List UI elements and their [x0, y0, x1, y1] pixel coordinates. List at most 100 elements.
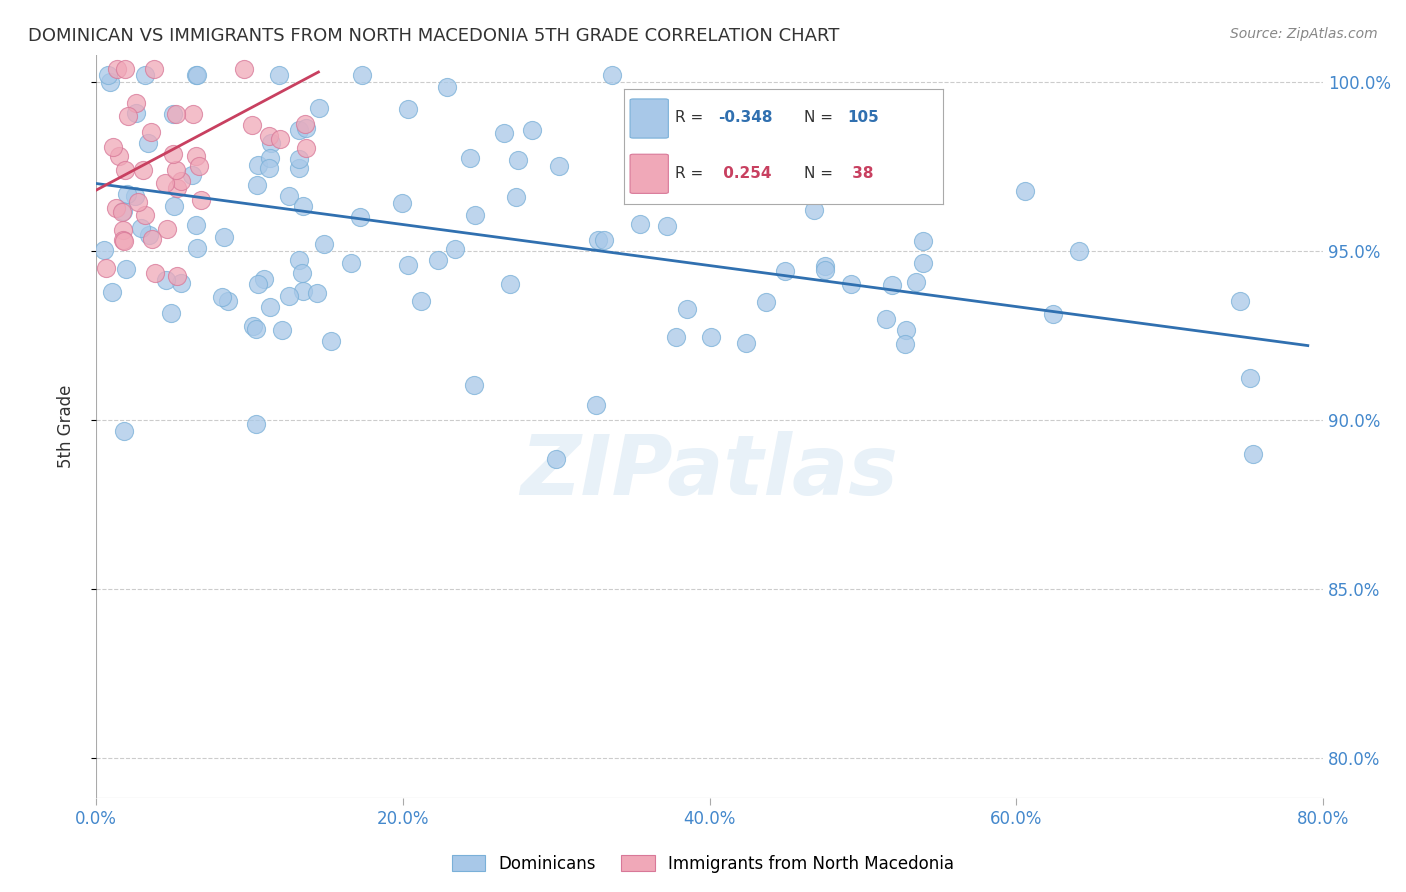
Point [350, 69, 373, 83]
Point [259, 300, 281, 314]
Point [156, 222, 179, 236]
Point [153, 177, 176, 191]
Point [278, 189, 301, 203]
Point [111, 204, 134, 219]
Point [259, 129, 281, 144]
Point [912, 235, 935, 249]
Point [160, 306, 183, 320]
Point [138, 227, 160, 242]
Point [755, 294, 778, 309]
Point [894, 337, 917, 351]
Point [127, 195, 149, 210]
Point [464, 208, 486, 222]
Point [1067, 244, 1090, 258]
Point [242, 118, 264, 132]
Point [98, 75, 121, 89]
Y-axis label: 5th Grade: 5th Grade [58, 385, 75, 468]
Point [544, 451, 567, 466]
Point [675, 301, 697, 316]
Point [166, 268, 188, 283]
Point [114, 261, 136, 276]
Point [1229, 294, 1251, 309]
Point [96, 260, 118, 275]
Text: Source: ZipAtlas.com: Source: ZipAtlas.com [1230, 27, 1378, 41]
Point [880, 278, 903, 293]
Point [112, 425, 135, 439]
Point [104, 201, 127, 215]
Point [665, 330, 688, 344]
Point [463, 377, 485, 392]
Point [277, 289, 299, 303]
Point [117, 109, 139, 123]
Point [294, 141, 316, 155]
Point [211, 290, 233, 304]
Point [245, 417, 267, 431]
Point [181, 168, 204, 182]
Point [186, 219, 208, 233]
Point [270, 323, 292, 337]
Point [139, 125, 162, 139]
Point [600, 69, 623, 83]
Point [734, 336, 756, 351]
Point [162, 147, 184, 161]
Point [841, 277, 863, 292]
Point [291, 266, 314, 280]
Point [294, 121, 316, 136]
Point [308, 101, 330, 115]
Point [288, 161, 311, 175]
Point [155, 273, 177, 287]
Point [170, 174, 193, 188]
Point [700, 330, 723, 344]
Point [187, 159, 209, 173]
Point [411, 294, 433, 309]
Point [803, 203, 825, 218]
Point [349, 210, 371, 224]
Point [396, 259, 419, 273]
Point [165, 106, 187, 120]
Point [444, 242, 467, 256]
Point [269, 69, 291, 83]
Point [186, 241, 208, 255]
Point [340, 256, 363, 270]
Text: DOMINICAN VS IMMIGRANTS FROM NORTH MACEDONIA 5TH GRADE CORRELATION CHART: DOMINICAN VS IMMIGRANTS FROM NORTH MACED… [28, 27, 839, 45]
Point [391, 195, 413, 210]
Point [142, 62, 165, 76]
Point [259, 136, 281, 150]
Point [288, 253, 311, 268]
Point [246, 158, 269, 172]
Point [492, 126, 515, 140]
Point [108, 148, 131, 162]
Point [814, 263, 837, 277]
Point [162, 107, 184, 121]
Point [97, 69, 120, 83]
Point [181, 106, 204, 120]
Point [287, 123, 309, 137]
Point [246, 277, 269, 291]
Point [112, 234, 135, 248]
Point [114, 62, 136, 76]
Point [111, 233, 134, 247]
Point [165, 162, 187, 177]
Point [657, 219, 679, 233]
Point [125, 106, 148, 120]
Point [426, 253, 449, 268]
Point [184, 149, 207, 163]
Point [305, 285, 328, 300]
Point [114, 163, 136, 178]
Point [505, 190, 527, 204]
Point [246, 178, 269, 193]
Point [288, 152, 311, 166]
Point [143, 266, 166, 280]
Point [112, 222, 135, 236]
Point [232, 62, 254, 76]
Point [107, 62, 129, 76]
Point [628, 174, 651, 188]
Point [186, 69, 208, 83]
Point [458, 152, 481, 166]
Point [115, 186, 138, 201]
Point [291, 198, 314, 212]
Point [124, 189, 146, 203]
Point [905, 275, 928, 289]
Point [134, 69, 156, 83]
Point [212, 229, 235, 244]
